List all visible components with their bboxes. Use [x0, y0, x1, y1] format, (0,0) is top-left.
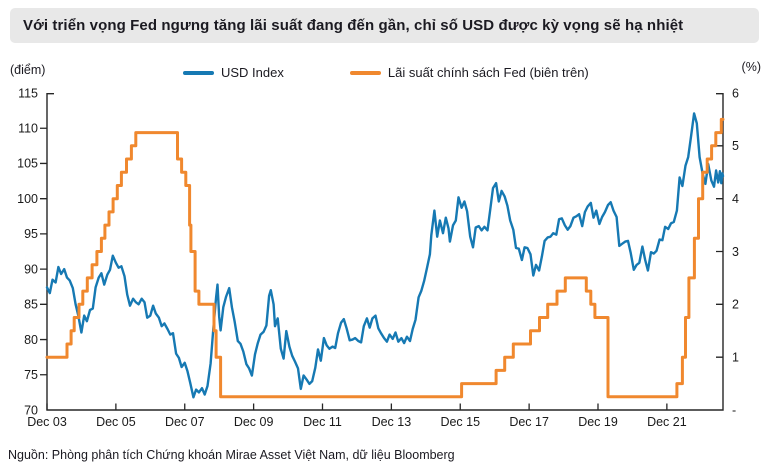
y-right-tick-label: 5 [732, 139, 739, 153]
x-tick-label: Dec 13 [372, 415, 412, 429]
source-note: Nguồn: Phòng phân tích Chứng khoán Mirae… [8, 448, 455, 462]
y-right-tick-label: 6 [732, 86, 739, 100]
x-tick-label: Dec 11 [303, 415, 342, 429]
legend-label-usd-index: USD Index [221, 65, 284, 80]
x-tick-label: Dec 09 [234, 415, 274, 429]
y-right-tick-label: 4 [732, 192, 739, 206]
y-left-tick-label: 100 [17, 192, 38, 206]
axes [46, 93, 724, 411]
legend-item-fed-rate: Lãi suất chính sách Fed (biên trên) [349, 65, 589, 80]
y-left-tick-label: 75 [24, 368, 38, 382]
x-tick-label: Dec 05 [96, 415, 136, 429]
y-left-tick-label: 80 [24, 333, 38, 347]
tick-marks [40, 127, 723, 410]
y-left-tick-label: 110 [18, 122, 38, 136]
y-right-tick-label: 3 [732, 245, 739, 259]
y-left-tick-label: 85 [24, 298, 38, 312]
legend: USD Index Lãi suất chính sách Fed (biên … [183, 65, 589, 80]
y-left-tick-label: 70 [24, 403, 38, 417]
x-tick-label: Dec 03 [27, 415, 67, 429]
y-right-tick-label: 2 [732, 298, 739, 312]
fed-rate-line [45, 117, 725, 399]
x-tick-label: Dec 15 [440, 415, 480, 429]
legend-item-usd-index: USD Index [183, 65, 284, 80]
y-right-tick-label: 1 [732, 350, 739, 364]
x-tick-label: Dec 17 [509, 415, 549, 429]
legend-label-fed-rate: Lãi suất chính sách Fed (biên trên) [387, 65, 589, 80]
right-axis-unit-label: (%) [741, 60, 761, 74]
y-left-tick-label: 105 [17, 157, 38, 171]
x-tick-label: Dec 07 [165, 415, 205, 429]
chart-title: Với triển vọng Fed ngưng tăng lãi suất đ… [23, 17, 684, 34]
x-tick-label: Dec 19 [578, 415, 618, 429]
y-left-tick-label: 95 [24, 227, 38, 241]
usd-index-line-swatch-icon [183, 70, 214, 75]
usd-index-line [45, 112, 725, 399]
y-left-tick-label: 90 [24, 262, 38, 276]
title-bar: Với triển vọng Fed ngưng tăng lãi suất đ… [10, 8, 759, 43]
x-tick-label: Dec 21 [647, 415, 687, 429]
y-right-tick-label: - [732, 403, 736, 417]
y-left-tick-label: 115 [18, 86, 38, 100]
left-axis-unit-label: (điểm) [10, 63, 46, 77]
fed-rate-line-swatch-icon [349, 70, 381, 75]
